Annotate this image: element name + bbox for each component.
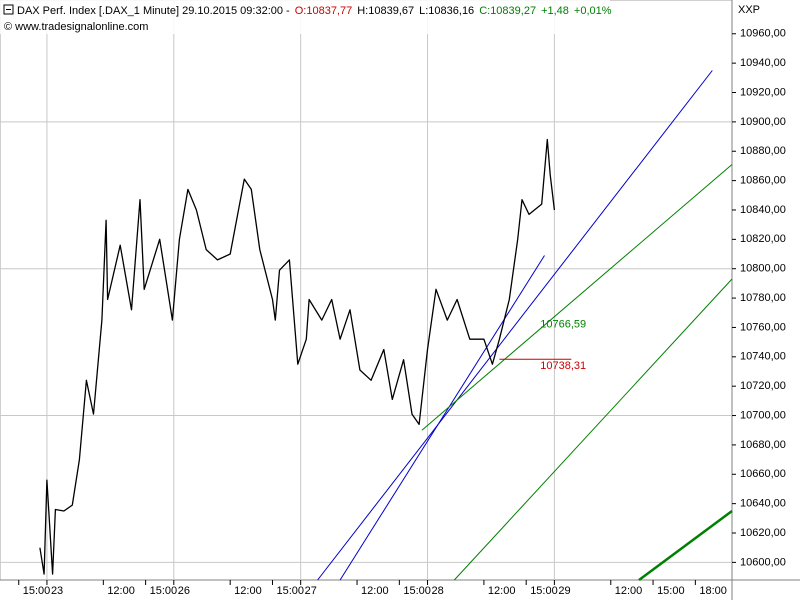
quote-item: +0,01% [574, 5, 612, 17]
axes: 10600,00 10620,00 10640,00 10660,00 10680,00… [18, 28, 786, 597]
y-tick-label: 10920,00 [740, 86, 786, 98]
quote-item: H:10839,67 [357, 5, 414, 17]
x-tick-label: 23 [51, 585, 63, 597]
quote-item: C:10839,27 [479, 5, 536, 17]
header-bg [0, 0, 610, 34]
x-tick-label: 12:00 [488, 585, 516, 597]
annotation: 10766,59 [540, 319, 586, 331]
quote-item: L:10836,16 [419, 5, 474, 17]
x-tick-label: 12:00 [107, 585, 135, 597]
y-tick-label: 10720,00 [740, 380, 786, 392]
trend-line [453, 278, 733, 581]
annotation: 10738,31 [540, 360, 586, 372]
quote-item: O:10837,77 [295, 5, 353, 17]
x-tick-label: 27 [305, 585, 317, 597]
axis-unit: XXP [738, 4, 760, 16]
y-tick-label: 10820,00 [740, 233, 786, 245]
y-tick-label: 10740,00 [740, 351, 786, 363]
price-line [39, 138, 556, 575]
x-axis-panel [0, 580, 732, 600]
y-tick-label: 10840,00 [740, 204, 786, 216]
y-tick-label: 10800,00 [740, 263, 786, 275]
x-tick-label: 12:00 [361, 585, 389, 597]
y-tick-label: 10660,00 [740, 468, 786, 480]
x-tick-label: 15:00 [530, 585, 558, 597]
marks: 10766,59 10738,31 [39, 70, 733, 582]
x-tick-label: 15:00 [23, 585, 51, 597]
y-axis-panel [732, 0, 800, 600]
trend-line [317, 70, 713, 581]
y-tick-label: 10700,00 [740, 409, 786, 421]
x-tick-label: 15:00 [403, 585, 431, 597]
x-tick-label: 26 [178, 585, 190, 597]
header: DAX Perf. Index [.DAX_1 Minute] 29.10.20… [0, 0, 612, 34]
y-tick-label: 10860,00 [740, 175, 786, 187]
quote-item: +1,48 [541, 5, 569, 17]
y-tick-label: 10760,00 [740, 321, 786, 333]
trend-line [638, 509, 733, 582]
trend-line [421, 164, 733, 431]
x-tick-label: 29 [558, 585, 570, 597]
x-tick-label: 15:00 [657, 585, 685, 597]
y-tick-label: 10600,00 [740, 556, 786, 568]
x-tick-label: 15:00 [276, 585, 304, 597]
source: © www.tradesignalonline.com [4, 21, 148, 33]
x-tick-label: 18:00 [699, 585, 727, 597]
y-tick-label: 10680,00 [740, 439, 786, 451]
header-title: DAX Perf. Index [.DAX_1 Minute] 29.10.20… [17, 5, 290, 17]
x-tick-label: 12:00 [234, 585, 262, 597]
y-tick-label: 10880,00 [740, 145, 786, 157]
trend-line [339, 255, 545, 581]
y-tick-label: 10960,00 [740, 28, 786, 40]
x-tick-label: 12:00 [615, 585, 643, 597]
y-tick-label: 10640,00 [740, 498, 786, 510]
y-tick-label: 10900,00 [740, 116, 786, 128]
plot-area [0, 0, 733, 581]
x-tick-label: 15:00 [150, 585, 178, 597]
y-tick-label: 10780,00 [740, 292, 786, 304]
x-tick-label: 28 [432, 585, 444, 597]
y-tick-label: 10620,00 [740, 527, 786, 539]
y-tick-label: 10940,00 [740, 57, 786, 69]
